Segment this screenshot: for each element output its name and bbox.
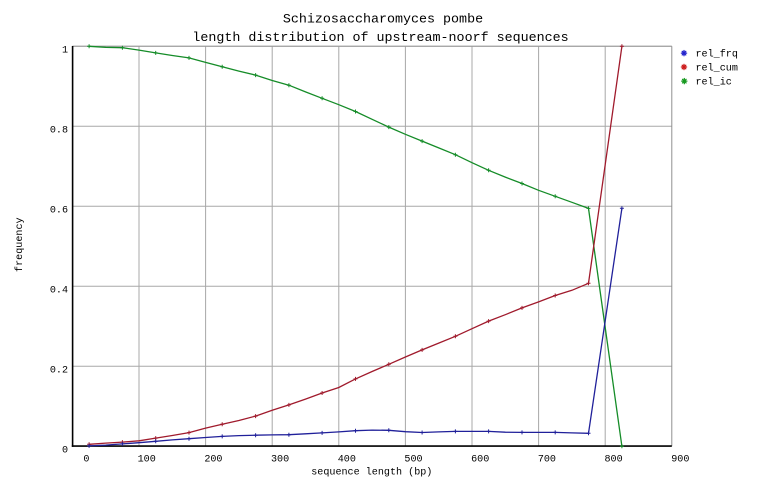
svg-text:0.4: 0.4 [50, 285, 68, 296]
svg-text:100: 100 [138, 454, 156, 465]
svg-text:0.8: 0.8 [50, 125, 68, 136]
svg-text:0.6: 0.6 [50, 205, 68, 216]
svg-text:900: 900 [671, 454, 689, 465]
svg-text:600: 600 [471, 454, 489, 465]
svg-text:0: 0 [62, 445, 68, 456]
svg-text:Schizosaccharomyces pombe: Schizosaccharomyces pombe [283, 12, 483, 27]
svg-text:500: 500 [404, 454, 422, 465]
svg-text:rel_cum: rel_cum [696, 62, 738, 74]
svg-text:frequency: frequency [14, 217, 26, 272]
svg-text:300: 300 [271, 454, 289, 465]
svg-text:length distribution of upstrea: length distribution of upstream-noorf se… [192, 31, 568, 46]
svg-text:0: 0 [83, 454, 89, 465]
svg-text:sequence length (bp): sequence length (bp) [311, 466, 432, 478]
svg-text:400: 400 [338, 454, 356, 465]
svg-text:200: 200 [204, 454, 222, 465]
svg-text:0.2: 0.2 [50, 365, 68, 376]
svg-text:rel_ic: rel_ic [696, 76, 732, 88]
svg-text:700: 700 [538, 454, 556, 465]
svg-text:rel_frq: rel_frq [696, 48, 738, 60]
svg-text:1: 1 [62, 45, 68, 56]
svg-text:800: 800 [605, 454, 623, 465]
